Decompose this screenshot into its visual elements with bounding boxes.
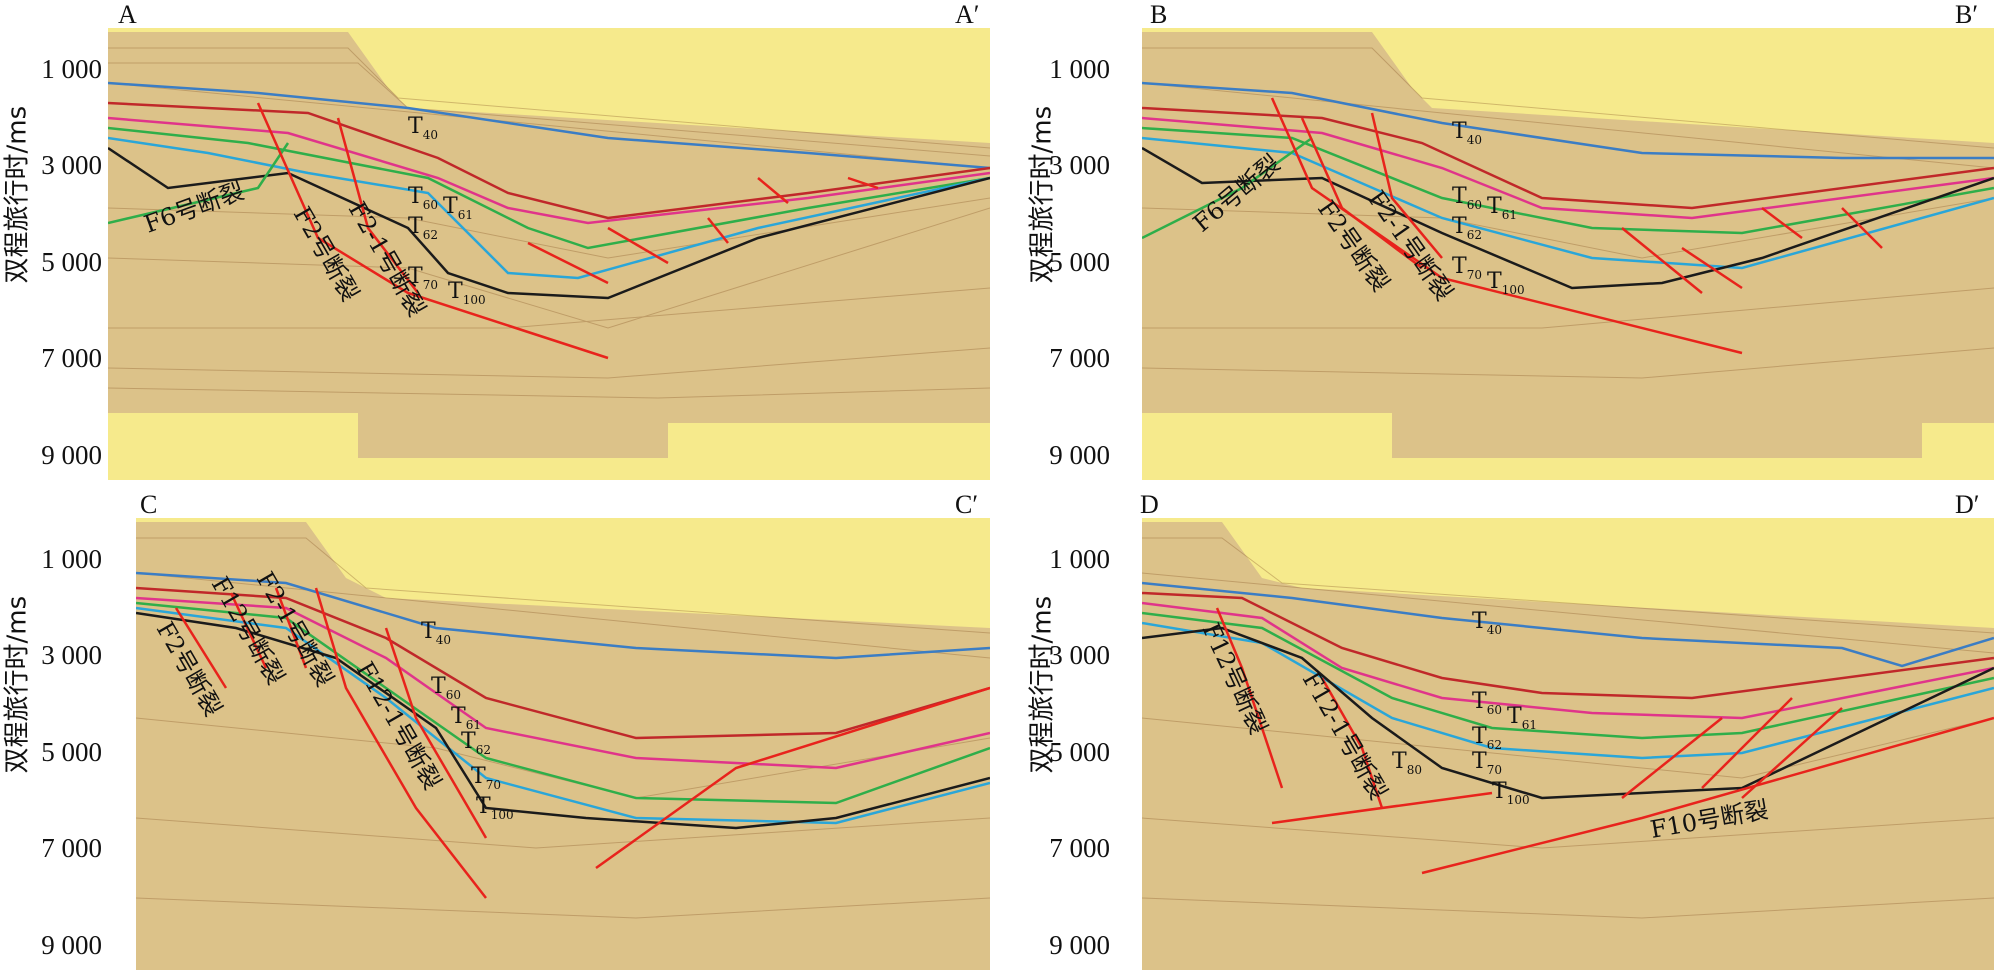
horizon-t70 [1142,136,1994,270]
section-left-label: C [140,490,158,519]
horizon-t60 [108,101,990,220]
seismic-section: T40 T60 T61 T62 T70 T100 F2号断裂 F12号断裂 F2… [136,518,990,970]
fault-lines [1270,97,1883,355]
horizon-t62 [1142,611,1994,740]
y-tick: 5 000 [41,737,102,767]
horizon-t61 [1142,601,1994,720]
horizon-t100 [1142,626,1994,800]
seismic-section: T40 T60 T61 T62 T70 T100 F6号断裂 F2号断裂 F2-… [1142,28,1994,480]
section-left-label: D [1140,490,1159,519]
y-tick: 5 000 [1049,737,1110,767]
horizon-t100 [108,146,990,300]
y-tick: 5 000 [1049,247,1110,277]
section-left-label: A [118,0,137,29]
section-right-label: C′ [955,490,979,519]
fault-lines [1215,607,1994,875]
y-tick: 3 000 [1049,150,1110,180]
fault-lines [174,587,990,899]
y-tick: 9 000 [1049,930,1110,960]
y-tick: 3 000 [1049,640,1110,670]
horizon-t60 [1142,106,1994,210]
seismic-body [1142,522,1994,970]
horizon-t40 [108,81,990,170]
y-tick: 9 000 [41,440,102,470]
horizon-t70 [108,136,990,280]
y-tick: 1 000 [41,544,102,574]
horizon-t61 [108,116,990,225]
section-right-label: D′ [1955,490,1980,519]
horizon-t100 [136,611,990,830]
y-tick: 9 000 [1049,440,1110,470]
reflector-texture [1142,537,1994,919]
horizon-t60 [1142,591,1994,700]
horizon-t40 [1142,81,1994,160]
y-tick: 9 000 [41,930,102,960]
y-tick: 7 000 [41,343,102,373]
horizon-t70 [136,606,990,825]
y-tick: 1 000 [41,54,102,84]
y-tick: 7 000 [1049,343,1110,373]
section-right-label: B′ [1955,0,1979,29]
y-tick: 1 000 [1049,544,1110,574]
seismic-section: T40 T60 T61 T62 T70 T100 F6号断裂 F2号断裂 F2-… [108,28,990,480]
y-tick: 7 000 [41,833,102,863]
horizon-t62 [108,126,990,250]
section-right-label: A′ [955,0,980,29]
panel-a: A A′ 双程旅行时/ms 1 000 3 000 5 000 7 000 9 … [0,0,1000,490]
horizon-f6-green [108,142,290,225]
horizon-f6-green [1142,136,1313,240]
y-tick: 1 000 [1049,54,1110,84]
fault-lines [256,102,879,360]
y-tick: 3 000 [41,150,102,180]
horizon-t61 [136,596,990,770]
horizon-t40 [1142,581,1994,668]
y-tick: 3 000 [41,640,102,670]
seismic-section: T40 T60 T61 T62 T70 T80 T100 F12号断裂 F12-… [1142,518,1994,970]
seismic-body [136,522,990,970]
reflector-texture [1142,47,1994,379]
horizon-t60 [136,586,990,740]
y-tick: 7 000 [1049,833,1110,863]
seismic-body [108,32,990,458]
panel-c: C C′ 双程旅行时/ms 1 000 3 000 5 000 7 000 9 … [0,490,1000,979]
panel-d: D D′ 双程旅行时/ms 1 000 3 000 5 000 7 000 9 … [1000,490,2000,979]
horizon-t61 [1142,116,1994,220]
y-tick: 5 000 [41,247,102,277]
horizon-label: T40 [1452,119,1482,147]
seismic-body [1142,32,1994,458]
horizon-t100 [1142,146,1994,290]
horizon-t40 [136,571,990,660]
panel-b: B B′ 双程旅行时/ms 1 000 3 000 5 000 7 000 9 … [1000,0,2000,490]
section-left-label: B [1150,0,1168,29]
